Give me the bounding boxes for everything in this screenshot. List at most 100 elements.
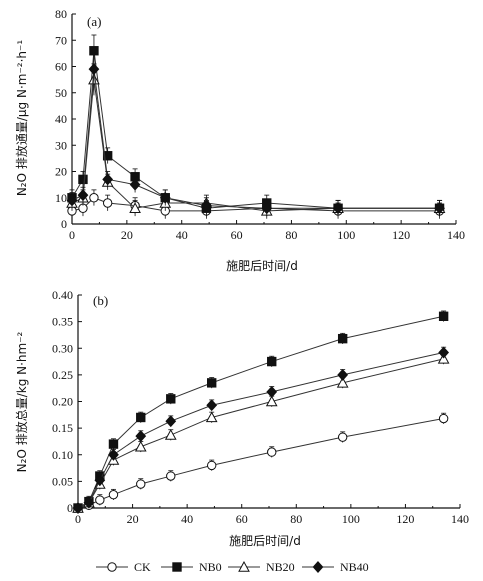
panel-b-point-nb20 bbox=[134, 440, 147, 452]
panel-b-label: (b) bbox=[93, 293, 108, 308]
panel-a-x-tick-label: 60 bbox=[231, 228, 243, 242]
panel-b-point-nb40 bbox=[337, 368, 349, 381]
panel-a-point-nb40 bbox=[159, 191, 171, 204]
panel-a-xlabel: 施肥后时间/d bbox=[226, 259, 298, 273]
panel-a-point-nb40 bbox=[332, 202, 344, 215]
panel-b-point-nb40 bbox=[135, 430, 147, 443]
panel-b-point-nb0 bbox=[438, 311, 449, 322]
panel-b-point-nb0 bbox=[267, 356, 277, 367]
panel-b-point-ck bbox=[166, 471, 176, 481]
panel-b-y-tick-label: 0.35 bbox=[52, 315, 73, 329]
panel-a-series-line-nb40 bbox=[71, 69, 440, 209]
panel-b-series-line-nb20 bbox=[77, 358, 444, 509]
panel-a-y-tick-label: 50 bbox=[55, 86, 67, 100]
panel-b-x-tick-label: 20 bbox=[127, 512, 139, 526]
panel-a-point-nb40 bbox=[129, 178, 141, 191]
panel-b-chart: (b) 施肥后时间/d N₂O 排放总量/kg N·hm⁻² 0 20 40 60 80… bbox=[14, 288, 469, 548]
panel-b-point-nb40 bbox=[72, 502, 84, 514]
panel-b-point-ck bbox=[438, 413, 449, 424]
legend-label-nb40: NB40 bbox=[340, 560, 369, 574]
panel-a-y-tick-label: 0 bbox=[61, 217, 67, 231]
panel-a-point-nb0 bbox=[102, 151, 113, 161]
panel-a-y-tick-label: 70 bbox=[55, 33, 67, 47]
panel-a-series-line-nb0 bbox=[71, 50, 440, 209]
panel-a-y-tick-label: 10 bbox=[55, 191, 67, 205]
panel-b-point-ck bbox=[95, 495, 105, 505]
panel-a-point-nb40 bbox=[102, 173, 114, 186]
panel-b-x-tick-label: 80 bbox=[290, 512, 302, 526]
panel-b-point-nb40 bbox=[94, 474, 106, 487]
panel-b-y-tick-label: 0.10 bbox=[52, 448, 73, 462]
panel-b-point-nb20 bbox=[336, 376, 349, 388]
panel-a-point-nb40 bbox=[66, 194, 78, 207]
panel-a-y-tick-label: 60 bbox=[55, 60, 67, 74]
panel-a-x-tick-label: 0 bbox=[69, 228, 75, 242]
panel-a-point-nb40 bbox=[77, 189, 89, 202]
panel-a-ylabel: N₂O 排放通量/μg N·m⁻²·h⁻¹ bbox=[14, 40, 29, 197]
panel-b-x-tick-label: 0 bbox=[75, 512, 81, 526]
legend-marker-nb40 bbox=[312, 561, 324, 573]
legend-label-nb20: NB20 bbox=[266, 560, 295, 574]
panel-a-y-tick-label: 20 bbox=[55, 165, 67, 179]
panel-b-point-nb20 bbox=[164, 429, 177, 440]
panel-b-x-tick-label: 120 bbox=[396, 512, 414, 526]
panel-b-point-nb40 bbox=[165, 415, 177, 428]
panel-b-x-tick-label: 100 bbox=[342, 512, 360, 526]
panel-a-point-nb40 bbox=[434, 202, 445, 215]
panel-b-y-tick-label: 0.15 bbox=[52, 421, 73, 435]
panel-a-point-nb0 bbox=[78, 174, 88, 185]
panel-b-point-ck bbox=[136, 479, 146, 489]
panel-b-series-line-nb40 bbox=[77, 352, 444, 509]
panel-b-x-tick-label: 40 bbox=[181, 512, 193, 526]
panel-b-point-ck bbox=[207, 460, 217, 471]
panel-b-xlabel: 施肥后时间/d bbox=[229, 534, 301, 548]
panel-a-point-nb20 bbox=[129, 202, 141, 213]
panel-b-series-line-ck bbox=[77, 418, 444, 509]
panel-b-y-tick-label: 0.20 bbox=[52, 395, 73, 409]
panel-a-x-tick-label: 20 bbox=[121, 228, 133, 242]
panel-b-point-nb20 bbox=[205, 411, 218, 423]
legend-marker-ck bbox=[107, 562, 117, 572]
legend: CK NB0 NB20 NB40 bbox=[96, 560, 369, 574]
panel-b-point-nb0 bbox=[207, 378, 217, 388]
panel-b-y-tick-label: 0.05 bbox=[52, 474, 73, 488]
panel-a-chart: (a) 施肥后时间/d N₂O 排放通量/μg N·m⁻²·h⁻¹ 0 20 40 6… bbox=[14, 7, 465, 273]
panel-b-y-tick-label: 0 bbox=[67, 501, 73, 515]
legend-marker-nb0 bbox=[172, 562, 182, 572]
panel-a-y-tick-label: 30 bbox=[55, 138, 67, 152]
panel-b-point-nb40 bbox=[83, 496, 95, 509]
panel-a-x-tick-label: 80 bbox=[285, 228, 297, 242]
panel-b-point-nb20 bbox=[265, 395, 278, 407]
legend-label-ck: CK bbox=[134, 560, 151, 574]
panel-b-series-line-nb0 bbox=[77, 315, 444, 509]
panel-b-point-nb40 bbox=[438, 346, 450, 359]
panel-b-y-tick-label: 0.25 bbox=[52, 368, 73, 382]
panel-b-y-tick-label: 0.30 bbox=[52, 341, 73, 355]
panel-b-point-nb0 bbox=[136, 412, 146, 423]
panel-a-x-tick-label: 40 bbox=[176, 228, 188, 242]
panel-b-point-nb40 bbox=[206, 399, 218, 412]
legend-label-nb0: NB0 bbox=[199, 560, 222, 574]
panel-a-label: (a) bbox=[87, 14, 101, 29]
panel-b-point-ck bbox=[337, 432, 348, 442]
panel-a-x-tick-label: 140 bbox=[447, 228, 465, 242]
panel-a-point-nb40 bbox=[201, 199, 212, 212]
panel-b-point-nb0 bbox=[108, 439, 119, 449]
panel-a-point-ck bbox=[102, 198, 113, 208]
panel-b-y-tick-label: 0.40 bbox=[52, 288, 73, 302]
panel-b-point-nb0 bbox=[166, 394, 176, 404]
panel-b-x-tick-label: 140 bbox=[451, 512, 469, 526]
panel-a-point-nb40 bbox=[261, 202, 273, 215]
panel-b-point-nb0 bbox=[337, 333, 348, 344]
panel-a-y-tick-label: 80 bbox=[55, 7, 67, 21]
panel-b-ylabel: N₂O 排放总量/kg N·hm⁻² bbox=[14, 331, 29, 472]
panel-b-point-ck bbox=[108, 489, 119, 500]
panel-a-series-line-nb20 bbox=[71, 79, 440, 212]
legend-marker-nb20 bbox=[238, 560, 250, 572]
panel-a-point-ck bbox=[89, 193, 99, 203]
panel-a-y-tick-label: 40 bbox=[55, 112, 67, 126]
panel-a-x-tick-label: 100 bbox=[337, 228, 355, 242]
panel-b-point-nb20 bbox=[437, 352, 450, 364]
panel-a-x-tick-label: 120 bbox=[392, 228, 410, 242]
